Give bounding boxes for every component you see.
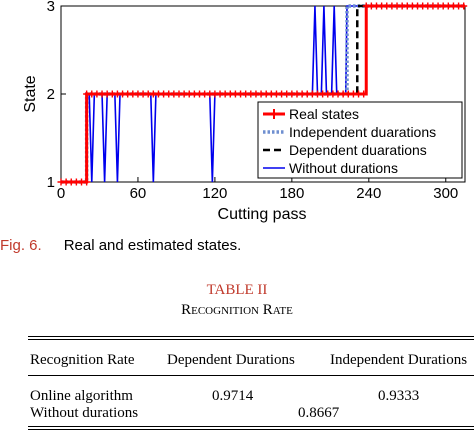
x-tick-label: 180 [279, 185, 304, 202]
series-marker-real-states [360, 90, 368, 98]
figure-caption-text: Real and estimated states. [63, 237, 242, 254]
x-tick-label: 300 [433, 185, 458, 202]
y-tick-label: 3 [47, 0, 55, 15]
legend-marker-real-states [269, 109, 279, 119]
x-tick-label: 0 [57, 185, 65, 202]
table-header-independent: Independent Durations [330, 352, 468, 368]
state-chart: 0 60 120 180 240 300 1 2 3 Real states Independen… [22, 0, 468, 223]
table-top-rule-2 [28, 339, 474, 340]
legend-label-dependent-duarations: Dependent duarations [289, 142, 427, 158]
table-cell-row1-independent: 0.9333 [378, 388, 420, 404]
table-bottom-rule-2 [28, 429, 474, 430]
y-tick-label: 1 [47, 174, 55, 191]
table-header-rule [28, 375, 474, 376]
x-axis-label: Cutting pass [218, 206, 307, 223]
figure-label: Fig. 6. [0, 237, 42, 254]
legend-label-without-durations: Without durations [289, 160, 398, 176]
table-cell-row1-dependent: 0.9714 [212, 388, 254, 404]
table-bottom-rule [28, 426, 474, 427]
legend-label-real-states: Real states [289, 106, 359, 122]
table-cell-row2-value: 0.8667 [298, 405, 340, 421]
table-header-dependent: Dependent Durations [167, 352, 295, 368]
y-axis-label: State [22, 75, 39, 112]
figure-caption: Fig. 6. Real and estimated states. [0, 237, 241, 254]
legend-box [257, 101, 463, 179]
table-title: Recognition Rate [181, 302, 293, 318]
table-cell-row2-name: Without durations [30, 405, 139, 421]
y-tick-label: 2 [47, 86, 55, 103]
series-marker-real-states [460, 2, 468, 10]
legend-label-independent-duarations: Independent duarations [289, 124, 436, 140]
table-header-rate: Recognition Rate [30, 352, 135, 368]
x-tick-label: 120 [202, 185, 227, 202]
table-cell-row1-name: Online algorithm [30, 388, 133, 404]
x-tick-label: 240 [356, 185, 381, 202]
x-tick-label: 60 [130, 185, 147, 202]
table-label: TABLE II [206, 282, 268, 298]
table-top-rule [28, 336, 474, 337]
series-marker-real-states [83, 178, 91, 186]
